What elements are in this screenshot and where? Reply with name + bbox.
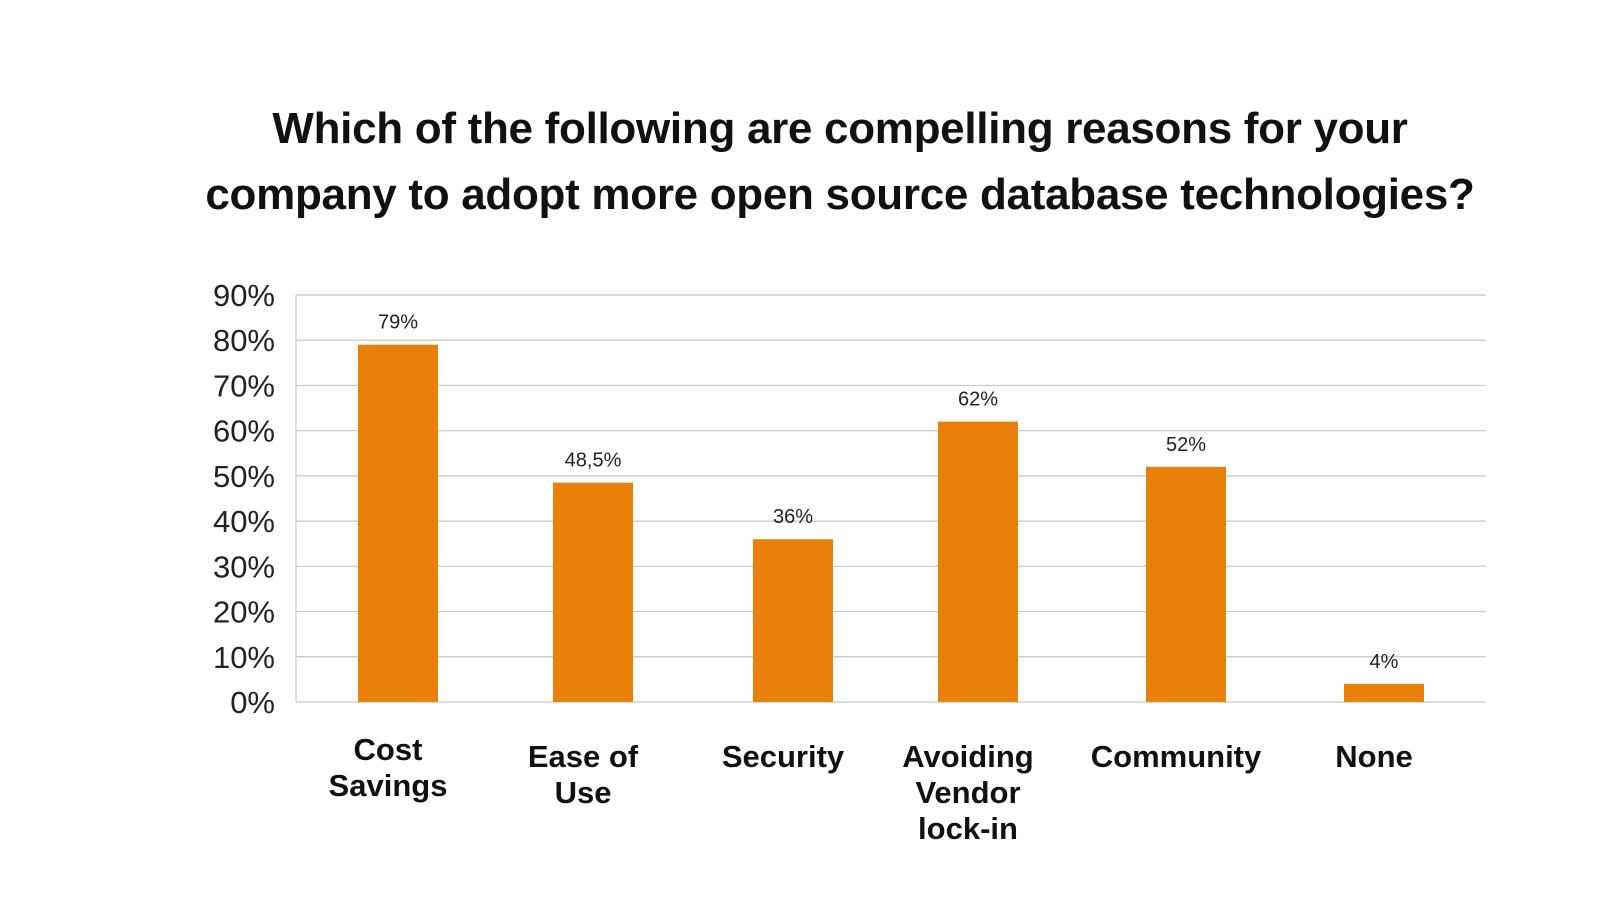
bar xyxy=(1146,466,1226,702)
bar xyxy=(1344,683,1424,702)
y-tick-label: 50% xyxy=(213,459,275,494)
x-tick-label: Security xyxy=(721,739,845,774)
x-tick-label: None xyxy=(1335,739,1413,774)
x-tick-label: Community xyxy=(1090,739,1262,774)
bar xyxy=(553,482,633,702)
y-tick-label: 20% xyxy=(213,595,275,630)
bar xyxy=(358,344,438,702)
data-label: 62% xyxy=(958,389,998,411)
chart-title-line-2: company to adopt more open source databa… xyxy=(205,170,1475,219)
x-tick-label: Ease of Use xyxy=(527,739,639,810)
y-tick-label: 10% xyxy=(213,640,275,675)
y-tick-label: 90% xyxy=(213,278,275,313)
y-tick-label: 40% xyxy=(213,504,275,539)
data-label: 4% xyxy=(1370,651,1399,673)
data-label: 52% xyxy=(1166,434,1206,456)
y-tick-label: 80% xyxy=(213,323,275,358)
x-tick-label: Avoiding Vendor lock-in xyxy=(902,739,1034,846)
y-tick-label: 60% xyxy=(213,414,275,449)
data-label: 36% xyxy=(773,506,813,528)
y-tick-label: 30% xyxy=(213,549,275,584)
bar xyxy=(753,539,833,702)
data-label: 48,5% xyxy=(565,450,622,472)
y-tick-label: 0% xyxy=(230,685,275,720)
data-label: 79% xyxy=(378,312,418,334)
bar xyxy=(938,421,1018,702)
chart-title: Which of the following are compelling re… xyxy=(60,96,1600,228)
y-tick-label: 70% xyxy=(213,368,275,403)
x-tick-label: Cost Savings xyxy=(328,732,448,803)
chart-title-line-1: Which of the following are compelling re… xyxy=(272,104,1408,153)
